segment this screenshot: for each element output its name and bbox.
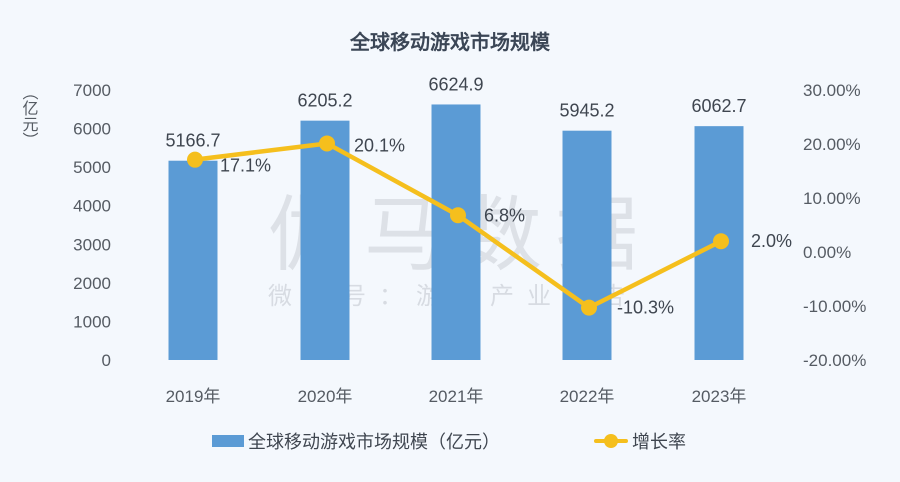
growth-rate-marker[interactable] <box>581 299 597 316</box>
left-axis-tick-label: 2000 <box>73 274 111 293</box>
bar-value-label: 5166.7 <box>165 131 220 151</box>
right-axis-tick-label: 10.00% <box>803 189 861 208</box>
bar-data-labels: 5166.7 6205.2 6624.9 5945.2 6062.7 <box>165 74 746 150</box>
left-y-axis: 0 1000 2000 3000 4000 5000 6000 7000 <box>73 81 111 370</box>
y-axis-unit-label: （亿元） <box>19 84 39 151</box>
line-series <box>187 135 729 316</box>
bar-swatch-icon <box>212 435 244 447</box>
bar[interactable] <box>168 160 218 360</box>
growth-rate-label: 2.0% <box>751 231 792 251</box>
bar-value-label: 6062.7 <box>691 96 746 116</box>
right-axis-tick-label: 30.00% <box>803 81 861 100</box>
bar-value-label: 5945.2 <box>559 101 614 121</box>
bar[interactable] <box>300 120 350 360</box>
growth-rate-marker[interactable] <box>450 207 466 224</box>
growth-rate-label: 20.1% <box>354 135 405 155</box>
right-axis-tick-label: 0.00% <box>803 243 851 262</box>
x-axis: 2019年 2020年 2021年 2022年 2023年 <box>166 387 747 406</box>
legend-item-growth-rate[interactable]: 增长率 <box>594 428 686 454</box>
growth-rate-marker[interactable] <box>319 135 335 152</box>
left-axis-tick-label: 3000 <box>73 235 111 254</box>
line-data-labels: 17.1% 20.1% 6.8% -10.3% 2.0% <box>220 135 792 317</box>
bar[interactable] <box>562 130 612 360</box>
growth-rate-label: 6.8% <box>484 205 525 225</box>
legend-item-market-size[interactable]: 全球移动游戏市场规模（亿元） <box>212 428 500 454</box>
right-axis-tick-label: -10.00% <box>803 297 866 316</box>
right-y-axis: -20.00% -10.00% 0.00% 10.00% 20.00% 30.00% <box>803 81 866 370</box>
legend: 全球移动游戏市场规模（亿元） 增长率 <box>0 428 900 458</box>
bar-value-label: 6624.9 <box>428 74 483 94</box>
growth-rate-label: -10.3% <box>617 298 674 318</box>
x-axis-tick-label: 2023年 <box>692 387 747 406</box>
growth-rate-marker[interactable] <box>187 151 203 168</box>
legend-label-growth-rate: 增长率 <box>632 432 686 453</box>
left-axis-tick-label: 6000 <box>73 120 111 139</box>
left-axis-tick-label: 1000 <box>73 312 111 331</box>
x-axis-tick-label: 2020年 <box>298 387 353 406</box>
x-axis-tick-label: 2022年 <box>560 387 615 406</box>
growth-rate-marker[interactable] <box>713 233 729 250</box>
unit-label-text: （亿元） <box>19 84 39 148</box>
left-axis-tick-label: 0 <box>102 351 111 370</box>
growth-rate-label: 17.1% <box>220 156 271 176</box>
left-axis-tick-label: 7000 <box>73 81 111 100</box>
left-axis-tick-label: 4000 <box>73 197 111 216</box>
left-axis-tick-label: 5000 <box>73 158 111 177</box>
line-marker-swatch-icon <box>594 434 628 448</box>
right-axis-tick-label: -20.00% <box>803 351 866 370</box>
chart-title: 全球移动游戏市场规模 <box>350 30 550 54</box>
bar[interactable] <box>431 104 481 360</box>
right-axis-tick-label: 20.00% <box>803 135 861 154</box>
x-axis-tick-label: 2021年 <box>429 387 484 406</box>
bar-series <box>168 104 744 360</box>
bar-value-label: 6205.2 <box>297 91 352 111</box>
legend-label-market-size: 全球移动游戏市场规模（亿元） <box>248 432 500 453</box>
x-axis-tick-label: 2019年 <box>166 387 221 406</box>
